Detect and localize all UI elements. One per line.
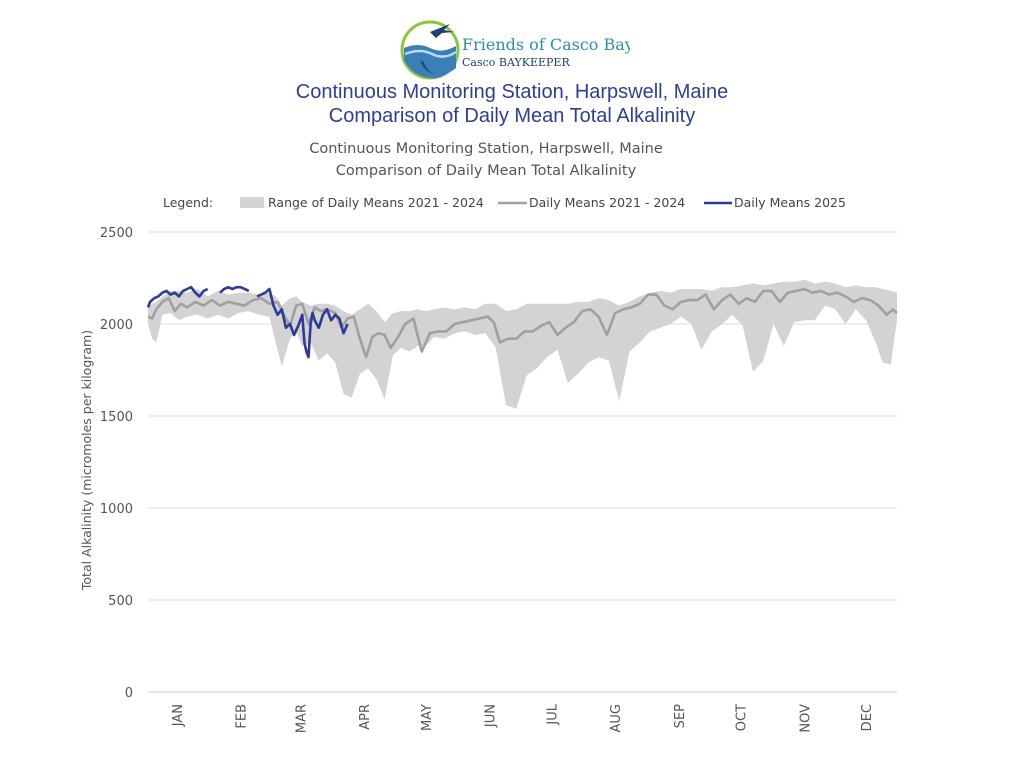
legend-range-label: Range of Daily Means 2021 - 2024 xyxy=(268,195,484,210)
x-tick-label: JUL xyxy=(545,703,560,725)
x-tick-label: APR xyxy=(358,704,373,730)
legend-range-swatch xyxy=(240,197,264,208)
y-axis-title: Total Alkalinity (micromoles per kilogra… xyxy=(79,330,94,591)
daily-means-2025-line xyxy=(146,285,349,359)
x-tick-label: SEP xyxy=(673,704,688,728)
y-tick-label: 2500 xyxy=(100,226,133,241)
chart-title-line-1: Continuous Monitoring Station, Harpswell… xyxy=(295,81,729,103)
logo-org-name: Friends of Casco Bay xyxy=(462,35,630,54)
y-tick-label: 500 xyxy=(108,594,133,609)
legend: Legend: Range of Daily Means 2021 - 2024… xyxy=(163,195,846,210)
legend-mean-label: Daily Means 2021 - 2024 xyxy=(529,195,685,210)
x-tick-label: MAY xyxy=(420,704,435,731)
y-tick-label: 2000 xyxy=(100,318,133,333)
y-tick-label: 1000 xyxy=(100,502,133,517)
chart-title-line-2: Comparison of Daily Mean Total Alkalinit… xyxy=(328,105,696,127)
x-tick-label: OCT xyxy=(735,704,750,731)
logo-emblem-icon xyxy=(400,20,460,80)
y-axis-tick-labels: 0 500 1000 1500 2000 2500 xyxy=(100,226,133,701)
legend-title: Legend: xyxy=(163,195,213,210)
y-tick-label: 0 xyxy=(125,686,133,701)
x-tick-label: DEC xyxy=(860,704,875,731)
chart-subtitle-line-2: Comparison of Daily Mean Total Alkalinit… xyxy=(335,163,637,179)
mean-2021-2024-line xyxy=(147,287,898,359)
mean-line-layer xyxy=(147,287,898,359)
x-tick-label: JAN xyxy=(171,704,186,727)
current-line-layer xyxy=(146,285,349,359)
x-tick-label: NOV xyxy=(798,704,813,733)
x-tick-label: FEB xyxy=(235,704,250,729)
bird-icon xyxy=(430,24,454,38)
friends-of-casco-bay-logo: Friends of Casco Bay Casco BAYKEEPER xyxy=(400,20,630,80)
x-axis: JAN FEB MAR APR MAY JUN JUL AUG SEP OCT NOV DEC xyxy=(148,691,897,733)
y-tick-label: 1500 xyxy=(100,410,133,425)
chart-subtitle-line-1: Continuous Monitoring Station, Harpswell… xyxy=(309,141,663,157)
x-tick-label: AUG xyxy=(609,704,624,732)
logo-org-subtitle: Casco BAYKEEPER xyxy=(462,56,570,69)
x-tick-label: MAR xyxy=(294,704,309,733)
legend-current-label: Daily Means 2025 xyxy=(734,195,846,210)
x-tick-label: JUN xyxy=(484,704,499,728)
